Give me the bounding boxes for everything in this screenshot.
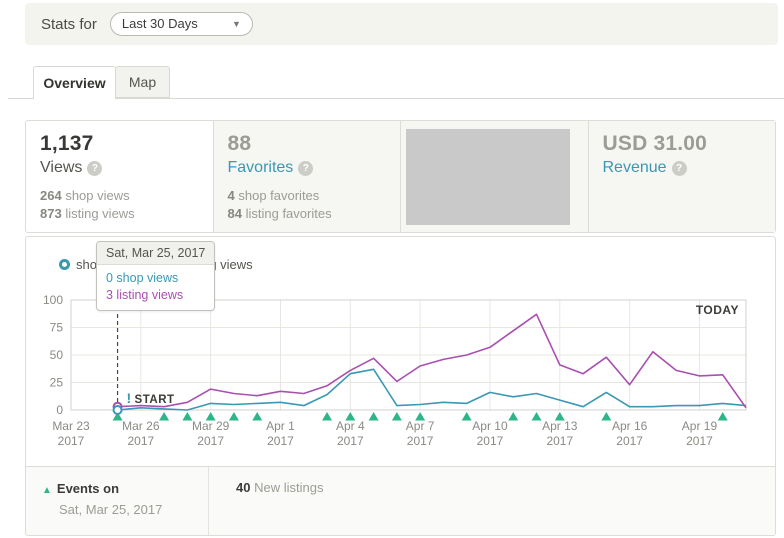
events-detail-cell: 40 New listings [209,467,775,535]
chart-panel: shop views listing views Sat, Mar 25, 20… [25,236,776,536]
new-listings-count: 40 [236,480,251,495]
views-breakdown: 264 shop views 873 listing views [40,187,199,223]
svg-text:Apr 19: Apr 19 [682,419,718,433]
help-icon[interactable]: ? [298,161,314,176]
svg-text:100: 100 [43,293,63,307]
svg-text:0: 0 [56,403,63,417]
svg-text:Mar 29: Mar 29 [192,419,230,433]
svg-text:2017: 2017 [337,434,364,448]
svg-text:Mar 23: Mar 23 [52,419,90,433]
tooltip-values: 0 shop views 3 listing views [97,265,214,310]
period-dropdown[interactable]: Last 30 Days ▼ [109,12,253,36]
chart-tooltip: Sat, Mar 25, 2017 0 shop views 3 listing… [96,241,216,311]
svg-text:75: 75 [50,321,64,335]
events-date-cell: ▲ Events on Sat, Mar 25, 2017 [26,467,209,535]
tab-overview[interactable]: Overview [33,66,116,99]
svg-text:Mar 26: Mar 26 [122,419,160,433]
svg-text:Apr 1: Apr 1 [266,419,295,433]
svg-text:2017: 2017 [546,434,573,448]
svg-text:Apr 16: Apr 16 [612,419,648,433]
svg-text:2017: 2017 [58,434,85,448]
events-on-label: Events on [56,481,120,496]
new-listings-label: New listings [254,480,324,495]
tooltip-listing-views: 3 listing views [106,288,184,302]
svg-text:Apr 13: Apr 13 [542,419,578,433]
listing-favorites-stat: 84 listing favorites [227,206,332,221]
favorites-card[interactable]: 88 Favorites? 4 shop favorites 84 listin… [212,121,400,232]
views-count: 1,137 [40,132,94,155]
svg-text:50: 50 [50,348,64,362]
svg-text:2017: 2017 [197,434,224,448]
svg-text:2017: 2017 [616,434,643,448]
revenue-card[interactable]: USD 31.00 Revenue? [587,121,775,232]
svg-text:2017: 2017 [267,434,294,448]
svg-text:25: 25 [50,376,64,390]
svg-text:Apr 7: Apr 7 [406,419,435,433]
svg-text:2017: 2017 [127,434,154,448]
tabbar-divider [8,98,784,99]
redacted-orders-block [406,129,570,225]
events-footer: ▲ Events on Sat, Mar 25, 2017 40 New list… [26,466,775,535]
svg-text:TODAY: TODAY [696,303,739,317]
revenue-label[interactable]: Revenue? [603,159,762,177]
svg-text:!: ! [127,390,132,406]
favorites-count: 88 [227,132,252,155]
events-date: Sat, Mar 25, 2017 [59,502,163,517]
views-card[interactable]: 1,137 Views? 264 shop views 873 listing … [26,121,213,232]
svg-text:START: START [135,394,175,406]
tab-map[interactable]: Map [115,66,170,98]
stat-cards-row: 1,137 Views? 264 shop views 873 listing … [25,120,776,233]
tooltip-date: Sat, Mar 25, 2017 [97,242,215,265]
revenue-amount: USD 31.00 [602,132,708,155]
help-icon[interactable]: ? [87,161,103,176]
shop-views-legend-icon [59,259,70,270]
svg-text:Apr 10: Apr 10 [472,419,508,433]
shop-favorites-stat: 4 shop favorites [227,188,320,203]
svg-text:2017: 2017 [477,434,504,448]
stats-for-label: Stats for [41,15,97,33]
shop-views-stat: 264 shop views [40,188,130,203]
favorites-breakdown: 4 shop favorites 84 listing favorites [228,187,387,223]
chevron-down-icon: ▼ [231,19,241,29]
stats-period-bar: Stats for Last 30 Days ▼ [25,3,778,45]
help-icon[interactable]: ? [671,161,687,176]
svg-text:2017: 2017 [686,434,713,448]
views-label: Views? [40,159,199,177]
svg-text:2017: 2017 [407,434,434,448]
svg-text:Apr 4: Apr 4 [336,419,365,433]
orders-card [400,121,588,232]
tooltip-shop-views: 0 shop views [106,271,179,285]
favorites-label[interactable]: Favorites? [228,159,387,177]
period-dropdown-value: Last 30 Days [121,16,198,31]
event-triangle-icon: ▲ [42,485,52,496]
listing-views-stat: 873 listing views [40,206,135,221]
